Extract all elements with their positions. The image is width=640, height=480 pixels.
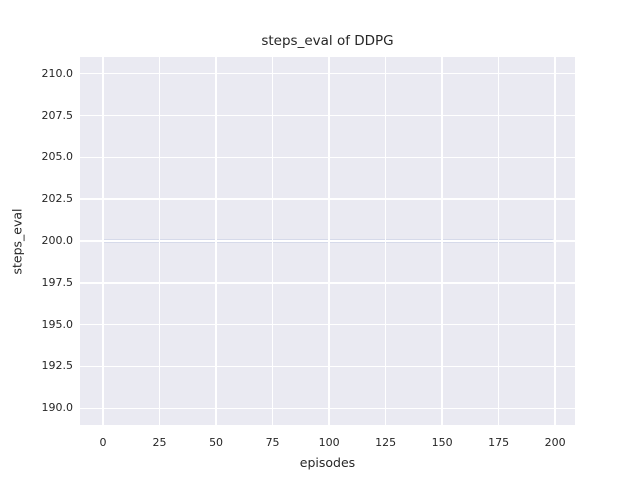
- y-gridline: [80, 114, 575, 117]
- x-tick-label: 50: [209, 436, 224, 449]
- y-tick-label: 200.0: [41, 234, 74, 247]
- x-tick-label: 25: [152, 436, 167, 449]
- y-tick-label: 197.5: [41, 275, 74, 289]
- y-gridline: [80, 407, 575, 409]
- x-tick-label: 125: [375, 436, 397, 449]
- x-tick-label: 0: [99, 436, 107, 449]
- y-tick-label: 195.0: [41, 317, 74, 331]
- x-axis-label: episodes: [299, 455, 356, 470]
- chart-title: steps_eval of DDPG: [261, 33, 394, 49]
- y-tick-label: 202.5: [41, 192, 74, 206]
- x-tick-label: 75: [265, 436, 280, 449]
- x-tick-label: 150: [431, 436, 453, 449]
- y-tick-label: 190.0: [41, 401, 74, 415]
- y-tick-label: 207.5: [41, 108, 74, 122]
- plot-area: [80, 57, 575, 425]
- y-gridline: [80, 282, 575, 284]
- y-gridline: [80, 323, 575, 326]
- y-tick-label: 192.5: [41, 359, 74, 373]
- y-tick-label: 205.0: [41, 150, 74, 164]
- y-tick-label: 210.0: [41, 66, 74, 80]
- y-gridline: [80, 73, 575, 75]
- x-tick-label: 100: [318, 436, 340, 449]
- y-gridline: [80, 365, 575, 368]
- y-gridline: [80, 198, 575, 200]
- x-tick-label: 200: [544, 436, 566, 449]
- x-tick-label: 175: [488, 436, 510, 449]
- y-gridline: [80, 240, 575, 242]
- y-gridline: [80, 156, 575, 159]
